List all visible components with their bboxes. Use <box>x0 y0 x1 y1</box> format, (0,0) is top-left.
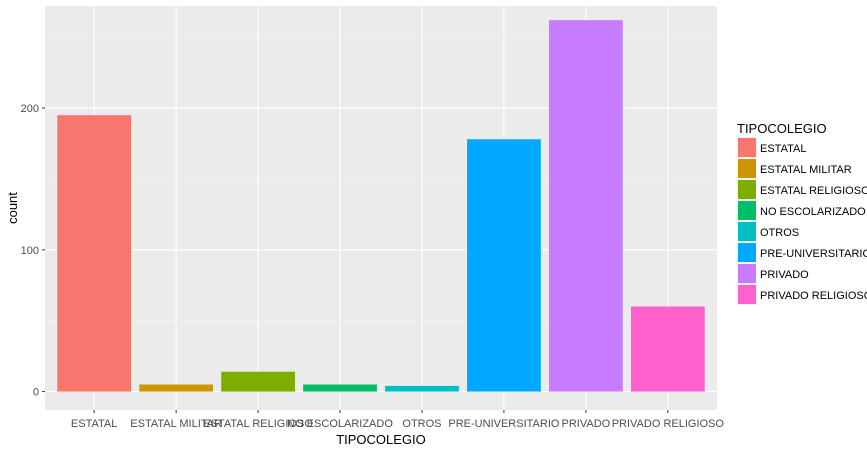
legend-title: TIPOCOLEGIO <box>737 121 827 136</box>
bar-privado <box>549 20 623 392</box>
bar-pre-universitario <box>467 139 541 392</box>
x-tick-label: NO ESCOLARIZADO <box>287 418 393 430</box>
legend-key-swatch <box>738 201 756 220</box>
bar-privado-religioso <box>630 306 705 392</box>
y-tick-label: 0 <box>33 387 39 399</box>
bar-estatal-militar <box>139 384 213 392</box>
bar-no-escolarizado <box>303 384 377 392</box>
x-tick-label: ESTATAL <box>71 418 117 430</box>
x-tick-label: PRE-UNIVERSITARIO <box>448 418 559 430</box>
y-axis-title: count <box>5 192 20 224</box>
x-tick-label: OTROS <box>402 418 441 430</box>
legend-key-swatch <box>738 222 756 241</box>
x-tick-label: PRIVADO RELIGIOSO <box>612 418 725 430</box>
legend-key-swatch <box>738 285 756 304</box>
x-tick-label: ESTATAL MILITAR <box>130 418 222 430</box>
legend-key-swatch <box>738 180 756 199</box>
bars-group <box>57 20 705 392</box>
legend-entry-label: OTROS <box>760 227 799 239</box>
legend-entry-label: PRIVADO <box>760 269 809 281</box>
legend-entry-label: ESTATAL RELIGIOSO <box>760 185 867 197</box>
bar-otros <box>385 385 459 392</box>
legend-key-swatch <box>738 138 756 157</box>
y-axis-ticks: 0 100 200 <box>21 103 45 399</box>
y-tick-label: 200 <box>21 103 39 115</box>
legend-key-swatch <box>738 264 756 283</box>
bar-estatal <box>57 115 132 392</box>
legend-entry-label: PRIVADO RELIGIOSO <box>760 290 867 302</box>
legend-entry-label: ESTATAL MILITAR <box>760 164 852 176</box>
legend-key-swatch <box>738 159 756 178</box>
legend: TIPOCOLEGIO ESTATAL ESTATAL MILITAR ESTATA… <box>737 121 867 305</box>
legend-entry-label: PRE-UNIVERSITARIO <box>760 248 867 260</box>
legend-key-swatch <box>738 243 756 262</box>
x-tick-label: PRIVADO <box>562 418 611 430</box>
legend-entry-label: NO ESCOLARIZADO <box>760 206 866 218</box>
legend-entry-label: ESTATAL <box>760 143 806 155</box>
bar-estatal-religioso <box>221 371 295 392</box>
x-axis-title: TIPOCOLEGIO <box>336 432 426 447</box>
x-tick-label: ESTATAL RELIGIOSO <box>203 418 313 430</box>
y-tick-label: 100 <box>21 245 39 257</box>
